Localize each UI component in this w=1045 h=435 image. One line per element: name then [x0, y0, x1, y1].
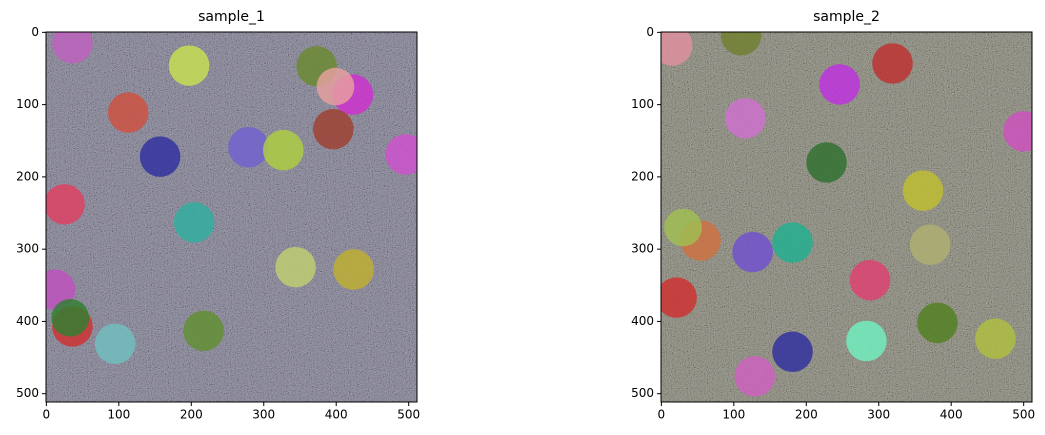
image [46, 32, 417, 402]
image-objects [46, 32, 417, 365]
y-tick-label: 400 [631, 314, 654, 328]
axes: 0 100 200 300 400 500 0 100 200 300 400 500 sample_2 [631, 9, 1035, 422]
y-tick-label: 300 [16, 242, 39, 256]
axes-title: sample_2 [813, 9, 880, 25]
y-tick-label: 0 [646, 25, 654, 39]
axes-title: sample_1 [198, 9, 265, 25]
y-tick-label: 500 [631, 386, 654, 400]
axes-frame [45, 31, 418, 403]
x-tick-label: 200 [795, 408, 818, 422]
y-tick-label: 100 [631, 97, 654, 111]
axes: 0 100 200 300 400 500 0 100 200 300 400 500 sample_1 [16, 9, 420, 422]
x-tick-label: 400 [940, 408, 963, 422]
y-tick-label: 100 [16, 97, 39, 111]
axes-frame [660, 31, 1033, 403]
y-tick-label: 300 [631, 242, 654, 256]
y-tick-label: 400 [16, 314, 39, 328]
x-tick-label: 100 [107, 408, 130, 422]
x-tick-label: 500 [397, 408, 420, 422]
x-tick-label: 300 [252, 408, 275, 422]
x-tick-label: 0 [658, 408, 666, 422]
y-tick-label: 0 [31, 25, 39, 39]
image-objects [661, 32, 1032, 397]
x-tick-label: 300 [867, 408, 890, 422]
image [661, 32, 1032, 402]
x-tick-label: 200 [180, 408, 203, 422]
x-tick-label: 0 [43, 408, 51, 422]
x-tick-label: 500 [1012, 408, 1035, 422]
y-tick-label: 500 [16, 386, 39, 400]
y-tick-label: 200 [16, 169, 39, 183]
x-tick-label: 400 [325, 408, 348, 422]
x-tick-label: 100 [722, 408, 745, 422]
y-tick-label: 200 [631, 169, 654, 183]
